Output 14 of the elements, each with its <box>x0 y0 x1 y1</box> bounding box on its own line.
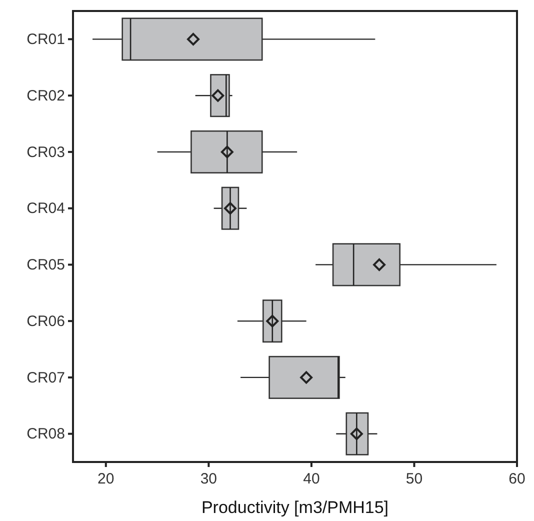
y-tick-label: CR06 <box>26 312 65 330</box>
y-tick-label: CR07 <box>26 369 65 386</box>
x-axis-title: Productivity [m3/PMH15] <box>201 498 389 517</box>
y-tick-label: CR03 <box>26 144 65 161</box>
x-tick-label: 20 <box>98 470 114 488</box>
x-tick-label: 50 <box>406 470 423 488</box>
y-tick-label: CR01 <box>26 30 65 48</box>
y-tick-label: CR04 <box>26 200 65 218</box>
y-tick-label: CR02 <box>26 87 65 104</box>
x-tick-label: 60 <box>508 470 526 488</box>
x-tick-label: 30 <box>200 470 218 488</box>
y-tick-label: CR08 <box>26 426 65 443</box>
x-tick-label: 40 <box>303 470 320 488</box>
y-tick-label: CR05 <box>26 256 65 274</box>
